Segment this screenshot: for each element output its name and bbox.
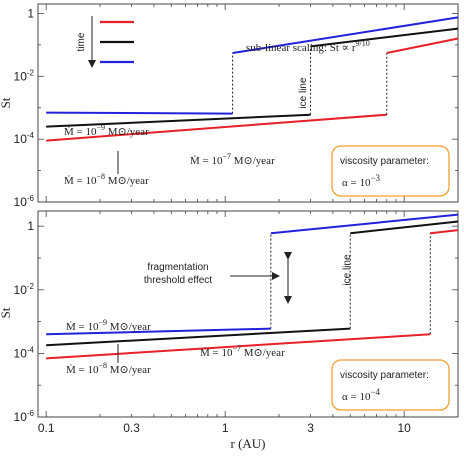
x-tick-label: 0.1 [38,421,55,435]
series-line-segment [46,327,351,347]
top-viscosity-frame [331,145,450,197]
bottom-ticks: 1 10-2 10-4 10-60.1 0.3 1 3 10 [14,211,459,435]
y-tick-label: 10-4 [14,131,35,146]
fragmentation-label: fragmentation [147,262,208,273]
series-line-segment [46,111,233,115]
top-panel: 1 10-2 10-4 10-6 time sub-linear scaling: S… [0,3,459,209]
top-ylabel: St [0,97,13,108]
series-line-segment [46,327,271,336]
y-tick-label: 10-2 [14,282,35,297]
bottom-viscosity-box: viscosity parameter: α = 10−4 [331,359,450,411]
y-tick-label: 10-2 [14,68,35,83]
top-viscosity-box: viscosity parameter: α = 10−3 [331,145,450,197]
bottom-panel-frame [37,210,459,418]
series-line-segment [386,37,459,55]
bottom-mdot-blue: Ṁ = 10−9 M⊙/year [66,318,151,333]
top-panel-frame [37,3,459,203]
bottom-mdot-black: Ṁ = 10−8 M⊙/year [66,361,151,376]
series-line-segment [46,113,387,142]
top-iceline-label: ice line [298,77,309,109]
bottom-series [46,213,459,360]
series-line-segment [232,16,459,55]
sublinear-annotation: sub-linear scaling: St ∝ r9/10 [246,39,370,54]
series-line-segment [350,220,459,235]
top-series [46,16,459,142]
series-line-segment [270,213,459,235]
bottom-mdot-red: Ṁ = 10−7 M⊙/year [200,344,285,359]
top-mdot-black: Ṁ = 10−8 M⊙/year [64,172,149,187]
x-tick-label: 1 [222,421,229,435]
x-tick-label: 3 [307,421,314,435]
y-tick-label: 10-4 [14,345,35,360]
series-line-segment [430,229,459,235]
bottom-viscosity-frame [331,359,450,411]
top-mdot-blue: Ṁ = 10−9 M⊙/year [64,123,149,138]
x-tick-label: 10 [397,421,411,435]
series-line-segment [310,27,459,48]
top-legend: time [76,16,134,68]
x-tick-label: 0.3 [123,421,140,435]
top-viscosity-label: viscosity parameter: [340,156,429,167]
bottom-iceline-label: ice line [342,254,353,286]
top-mdot-red: Ṁ = 10−7 M⊙/year [190,152,275,167]
bottom-viscosity-label: viscosity parameter: [340,370,429,381]
series-line-segment [46,113,311,128]
bottom-panel: 1 10-2 10-4 10-60.1 0.3 1 3 10 fragmentation th… [0,210,459,451]
fragmentation-label-2: threshold effect [144,275,212,286]
bottom-alpha: α = 10−4 [342,387,381,403]
top-alpha: α = 10−3 [342,173,381,189]
series-line-segment [46,333,431,360]
xlabel: r (AU) [230,436,265,451]
time-label: time [76,32,87,51]
y-tick-label: 10-6 [14,409,35,424]
y-tick-label: 10-6 [14,194,35,209]
bottom-ylabel: St [0,307,13,318]
y-tick-label: 1 [27,219,34,233]
top-ticks: 1 10-2 10-4 10-6 [14,4,459,209]
y-tick-label: 1 [27,6,34,20]
